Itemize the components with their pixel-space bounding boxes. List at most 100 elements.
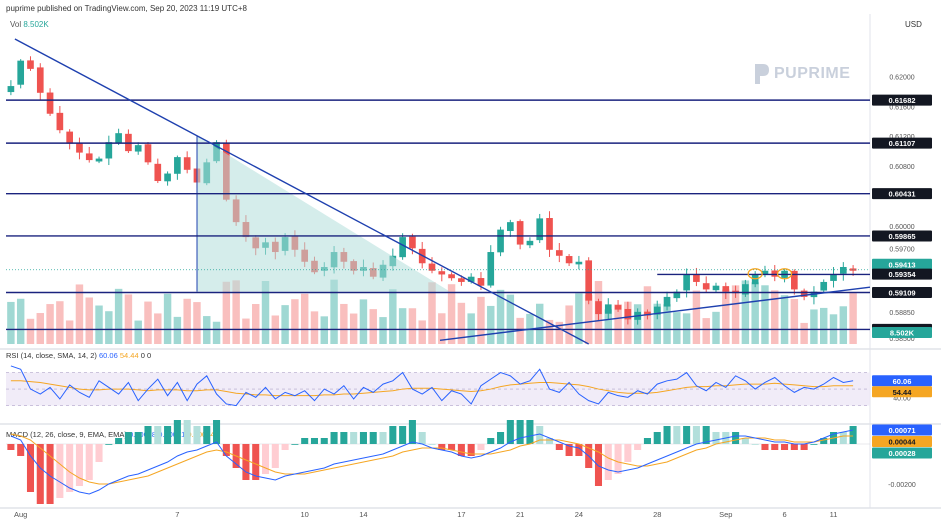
macd-legend-hist: 0.00028 — [128, 430, 157, 439]
volume-bar — [261, 280, 270, 344]
candle-body — [722, 286, 730, 292]
level-badge-label: 0.59109 — [888, 288, 915, 297]
time-tick-label: 21 — [516, 510, 524, 519]
macd-histogram-bar — [516, 420, 524, 444]
peak-circle — [747, 268, 763, 280]
brand-name: PUPRIME — [774, 65, 851, 82]
candle-body — [477, 278, 485, 286]
macd-histogram-bar — [604, 444, 612, 480]
brand-logo: PUPRIME — [752, 60, 852, 88]
rsi-value-badge — [872, 375, 932, 387]
candle-body — [791, 270, 798, 290]
candle-body — [174, 157, 181, 174]
volume-bar — [506, 294, 515, 344]
macd-histogram-bar — [252, 444, 260, 480]
time-tick-label: Sep — [719, 510, 732, 519]
macd-histogram-bar — [26, 444, 35, 492]
volume-bar — [477, 296, 485, 344]
macd-legend-title: MACD (12, 26, close, 9, EMA, EMA) — [6, 430, 127, 439]
price-tick-label: 0.61600 — [889, 104, 914, 111]
macd-histogram-bar — [761, 444, 769, 450]
rsi-value-label: 60.06 — [893, 377, 912, 386]
volume-bar — [575, 293, 583, 344]
rsi-ma-badge — [872, 386, 932, 398]
time-tick-label: 24 — [575, 510, 583, 519]
volume-bar — [810, 309, 818, 344]
candle-body — [27, 60, 34, 69]
macd-signal-badge — [872, 436, 932, 447]
volume-bar — [222, 281, 231, 344]
macd-histogram-bar — [497, 432, 505, 444]
macd-histogram-bar — [575, 444, 583, 456]
macd-histogram-bar — [790, 444, 798, 450]
rsi-ma-label: 54.44 — [893, 388, 913, 397]
candle-body — [702, 283, 710, 290]
macd-histogram-bar — [663, 426, 671, 444]
volume-bar — [447, 284, 456, 344]
candle-body — [17, 60, 25, 85]
macd-histogram-bar — [330, 432, 338, 444]
candle-body — [526, 240, 534, 246]
volume-bar — [653, 303, 661, 344]
macd-value-badge — [872, 424, 932, 436]
macd-histogram-bar — [261, 444, 270, 474]
macd-histogram-bar — [487, 438, 495, 444]
candle-body — [839, 266, 847, 274]
macd-histogram-bar — [291, 444, 299, 445]
volume-bar — [712, 311, 720, 344]
macd-histogram-bar — [555, 444, 563, 450]
macd-histogram-bar — [271, 444, 279, 468]
volume-bar — [26, 318, 35, 344]
rsi-ma-legend-value: 54.44 — [119, 351, 139, 360]
volume-bar — [281, 305, 289, 344]
candle-body — [693, 274, 700, 282]
macd-histogram-bar — [800, 444, 808, 450]
macd-histogram-bar — [213, 420, 221, 444]
volume-bar — [457, 302, 466, 344]
volume-bar — [163, 293, 172, 344]
macd-histogram-bar — [683, 426, 691, 444]
macd-histogram-label: 0.00028 — [888, 449, 915, 458]
volume-bar — [663, 304, 671, 344]
volume-bar — [761, 285, 769, 344]
macd-histogram-bar — [526, 420, 534, 444]
volume-bar — [212, 321, 221, 344]
candle-body — [585, 260, 593, 301]
currency-label[interactable]: USD — [905, 20, 922, 29]
volume-bar — [555, 321, 564, 344]
last-close-label: 0.59354 — [888, 270, 916, 279]
candle-body — [663, 296, 671, 307]
macd-histogram-bar — [820, 438, 828, 444]
candle-body — [771, 270, 779, 277]
macd-histogram-bar — [457, 444, 465, 456]
macd-histogram-bar — [36, 444, 44, 504]
macd-histogram-bar — [565, 444, 573, 456]
macd-histogram-bar — [310, 438, 319, 444]
level-badge — [872, 188, 932, 200]
macd-histogram-bar — [399, 426, 407, 444]
candle-body — [95, 158, 103, 162]
candle-body — [595, 301, 602, 315]
price-tick-label: 0.58500 — [889, 336, 914, 343]
volume-bar — [731, 285, 740, 344]
macd-histogram-bar — [506, 420, 514, 444]
macd-histogram-bar — [56, 444, 64, 498]
macd-histogram-bar — [66, 444, 74, 492]
time-tick-label: 17 — [457, 510, 465, 519]
volume-bar — [144, 301, 152, 344]
candle-body — [742, 284, 749, 295]
candle-body — [555, 250, 563, 256]
macd-histogram-bar — [144, 426, 152, 444]
macd-histogram-bar — [732, 432, 740, 444]
volume-bar — [183, 298, 191, 344]
macd-histogram-bar — [154, 426, 162, 444]
current-price-label: 0.59413 — [888, 260, 915, 269]
candle-body — [76, 143, 83, 153]
macd-histogram-bar — [340, 432, 348, 444]
publisher-line: puprime published on TradingView.com, Se… — [6, 4, 247, 13]
candle-body — [36, 67, 44, 93]
volume-bar — [496, 289, 505, 344]
macd-histogram-bar — [477, 444, 485, 450]
time-tick-label: 11 — [830, 510, 838, 519]
